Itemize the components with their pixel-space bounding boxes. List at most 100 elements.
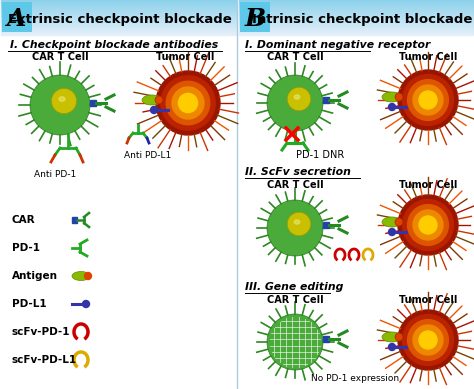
- Text: II. ScFv secretion: II. ScFv secretion: [245, 167, 351, 177]
- Text: CAR T Cell: CAR T Cell: [267, 180, 323, 190]
- Bar: [239, 3, 473, 4]
- Bar: [239, 4, 473, 5]
- Text: A: A: [7, 7, 27, 31]
- Text: scFv-PD-1: scFv-PD-1: [12, 327, 71, 337]
- Circle shape: [161, 76, 215, 130]
- Circle shape: [402, 200, 454, 251]
- Circle shape: [84, 273, 91, 280]
- Bar: [1, 6, 236, 7]
- Bar: [323, 336, 329, 342]
- Bar: [1, 22, 236, 23]
- Circle shape: [413, 210, 443, 240]
- Bar: [1, 14, 236, 15]
- Bar: [1, 31, 236, 32]
- Bar: [323, 222, 329, 228]
- Bar: [1, 18, 236, 19]
- Circle shape: [413, 85, 443, 115]
- Ellipse shape: [59, 97, 65, 101]
- Bar: [1, 2, 236, 3]
- Ellipse shape: [382, 92, 402, 102]
- Circle shape: [151, 107, 157, 114]
- Bar: [1, 16, 236, 17]
- Bar: [1, 7, 236, 8]
- Ellipse shape: [142, 95, 162, 105]
- Circle shape: [178, 93, 198, 112]
- Text: PD-1 DNR: PD-1 DNR: [296, 150, 344, 160]
- Bar: [1, 12, 236, 13]
- Bar: [239, 31, 473, 32]
- Bar: [239, 2, 473, 3]
- Bar: [1, 27, 236, 28]
- Circle shape: [156, 71, 220, 135]
- Bar: [239, 33, 473, 34]
- Circle shape: [419, 91, 437, 109]
- Text: Intrinsic checkpoint blockade: Intrinsic checkpoint blockade: [252, 12, 472, 26]
- Bar: [1, 33, 236, 34]
- Bar: [1, 29, 236, 30]
- Bar: [323, 97, 329, 103]
- Bar: [239, 21, 473, 22]
- Bar: [239, 11, 473, 12]
- Text: Antigen: Antigen: [12, 271, 58, 281]
- Text: Extrinsic checkpoint blockade: Extrinsic checkpoint blockade: [8, 12, 232, 26]
- Circle shape: [408, 80, 448, 121]
- Circle shape: [398, 70, 458, 130]
- Text: PD-1: PD-1: [12, 243, 40, 253]
- Bar: [72, 217, 77, 223]
- Bar: [239, 29, 473, 30]
- Bar: [239, 14, 473, 15]
- Ellipse shape: [294, 95, 300, 99]
- Bar: [1, 10, 236, 11]
- Bar: [239, 34, 473, 35]
- Bar: [239, 22, 473, 23]
- Bar: [239, 12, 473, 13]
- Circle shape: [51, 88, 77, 114]
- Bar: [1, 8, 236, 9]
- Circle shape: [402, 314, 454, 366]
- Text: III. Gene editing: III. Gene editing: [245, 282, 343, 292]
- Circle shape: [166, 81, 210, 125]
- Bar: [239, 27, 473, 28]
- Bar: [1, 9, 236, 10]
- Bar: [1, 19, 236, 20]
- Ellipse shape: [382, 217, 402, 227]
- Bar: [239, 15, 473, 16]
- Text: I. Dominant negative receptor: I. Dominant negative receptor: [245, 40, 430, 50]
- Bar: [239, 30, 473, 31]
- Bar: [1, 0, 236, 1]
- Circle shape: [389, 343, 395, 350]
- Circle shape: [398, 195, 458, 255]
- Circle shape: [395, 333, 403, 341]
- Bar: [239, 9, 473, 10]
- FancyBboxPatch shape: [2, 2, 32, 32]
- Bar: [239, 16, 473, 17]
- Circle shape: [155, 96, 163, 104]
- FancyBboxPatch shape: [240, 2, 270, 32]
- Circle shape: [267, 314, 323, 370]
- Circle shape: [389, 228, 395, 235]
- Bar: [239, 26, 473, 27]
- Bar: [1, 28, 236, 29]
- Bar: [1, 17, 236, 18]
- Circle shape: [419, 331, 437, 349]
- Bar: [239, 20, 473, 21]
- Bar: [1, 4, 236, 5]
- Bar: [239, 8, 473, 9]
- Text: Tumor Cell: Tumor Cell: [399, 52, 457, 62]
- Text: No PD-1 expression: No PD-1 expression: [311, 374, 399, 383]
- Circle shape: [172, 87, 204, 119]
- Circle shape: [395, 218, 403, 226]
- Bar: [1, 24, 236, 25]
- Bar: [1, 5, 236, 6]
- Text: B: B: [245, 7, 265, 31]
- Bar: [1, 23, 236, 24]
- Text: Anti PD-L1: Anti PD-L1: [124, 151, 172, 160]
- Text: CAR T Cell: CAR T Cell: [32, 52, 88, 62]
- Text: CAR T Cell: CAR T Cell: [267, 295, 323, 305]
- Bar: [239, 25, 473, 26]
- Text: Tumor Cell: Tumor Cell: [399, 180, 457, 190]
- Circle shape: [287, 212, 311, 236]
- Bar: [239, 0, 473, 1]
- Bar: [239, 32, 473, 33]
- Bar: [1, 15, 236, 16]
